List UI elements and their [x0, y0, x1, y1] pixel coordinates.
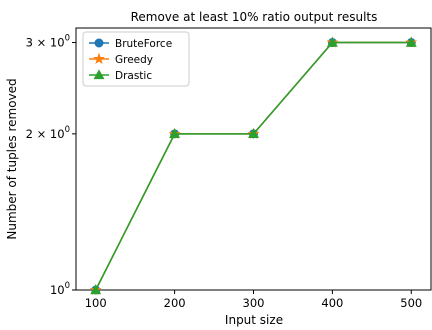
x-axis: 100 200 300 400 500	[85, 290, 422, 310]
legend-marker	[94, 38, 104, 48]
y-tick-mantissa: 10	[50, 283, 65, 297]
x-tick-label: 200	[164, 296, 186, 310]
data-point	[326, 36, 338, 47]
series-drastic	[90, 36, 417, 295]
x-axis-label: Input size	[225, 313, 283, 327]
y-tick-label: 3 × 100	[26, 34, 70, 50]
data-point	[248, 128, 259, 139]
legend-marker	[93, 69, 105, 80]
chart-title: Remove at least 10% ratio output results	[131, 10, 378, 24]
legend-item: Greedy	[89, 52, 153, 66]
y-axis-label: Number of tuples removed	[5, 78, 19, 239]
y-tick-label: 100	[50, 281, 70, 297]
legend: BruteForce Greedy Drastic	[82, 31, 190, 87]
y-tick-exponent: 0	[65, 125, 70, 135]
data-point	[90, 284, 102, 295]
y-tick-label: 2 × 100	[26, 125, 70, 141]
legend-item: Drastic	[89, 69, 152, 82]
y-tick-mantissa: 3 × 10	[26, 36, 65, 50]
legend-label: BruteForce	[115, 38, 172, 50]
x-tick-label: 500	[400, 296, 422, 310]
legend-label: Drastic	[115, 70, 152, 82]
data-point	[169, 128, 181, 139]
legend-item: BruteForce	[89, 38, 172, 50]
legend-marker	[93, 52, 105, 65]
legend-label: Greedy	[115, 54, 153, 66]
x-tick-label: 100	[85, 296, 107, 310]
series-layer	[89, 36, 418, 296]
x-tick-label: 300	[243, 296, 265, 310]
y-tick-mantissa: 2 × 10	[26, 127, 65, 141]
legend-frame	[82, 31, 190, 87]
data-point	[405, 36, 417, 47]
y-tick-exponent: 0	[65, 281, 70, 291]
y-tick-exponent: 0	[65, 34, 70, 44]
x-tick-label: 400	[321, 296, 343, 310]
